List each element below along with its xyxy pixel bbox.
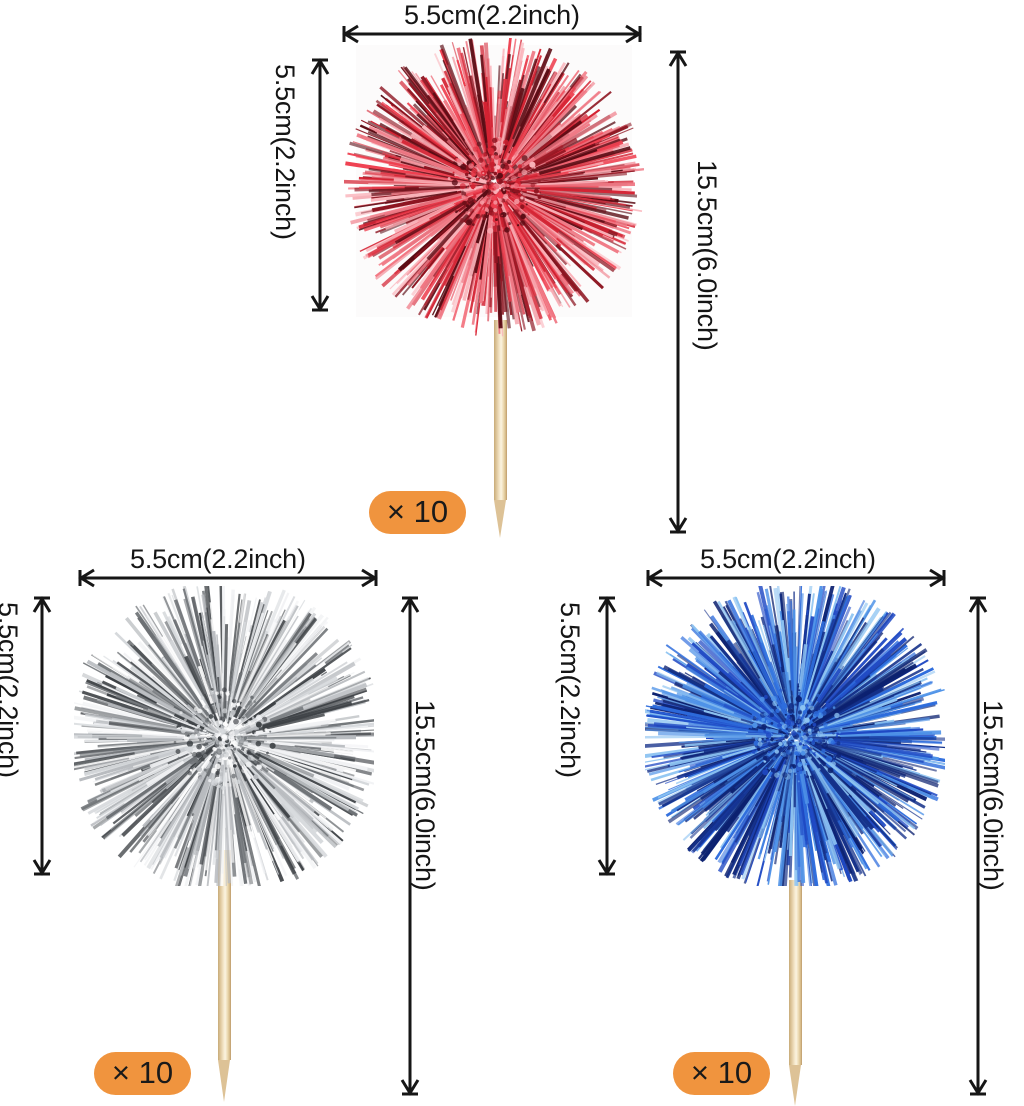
blue-width-dimension-line [646, 568, 946, 588]
red-toothpick-shaft [494, 320, 507, 500]
silver-total-length-dimension-line [400, 596, 420, 1096]
blue-height-label: 5.5cm(2.2inch) [555, 602, 585, 778]
blue-height-dimension-line [597, 596, 617, 876]
silver-quantity-badge: × 10 [94, 1052, 191, 1095]
blue-total-length-dimension-line [968, 596, 988, 1096]
red-quantity-badge: × 10 [369, 491, 466, 534]
red-total-length-dimension-line [668, 50, 688, 534]
blue-toothpick-tip [789, 1065, 801, 1106]
silver-width-dimension-line [78, 568, 378, 588]
red-width-dimension-line [342, 24, 642, 44]
silver-toothpick-tip [218, 1060, 230, 1102]
blue-pompom [645, 586, 945, 886]
silver-height-label: 5.5cm(2.2inch) [0, 602, 23, 778]
silver-height-dimension-line [32, 596, 52, 876]
blue-quantity-badge: × 10 [673, 1052, 770, 1095]
red-pompom [344, 38, 644, 338]
blue-toothpick-shaft [789, 880, 802, 1065]
silver-toothpick-shaft [218, 850, 231, 1060]
red-total-length-label: 15.5cm(6.0inch) [692, 160, 722, 351]
red-width-label: 5.5cm(2.2inch) [404, 0, 580, 30]
silver-pompom [74, 586, 374, 886]
silver-width-label: 5.5cm(2.2inch) [130, 544, 306, 574]
red-height-label: 5.5cm(2.2inch) [270, 64, 300, 240]
red-toothpick-tip [494, 500, 506, 538]
red-height-dimension-line [310, 58, 330, 312]
blue-width-label: 5.5cm(2.2inch) [700, 544, 876, 574]
